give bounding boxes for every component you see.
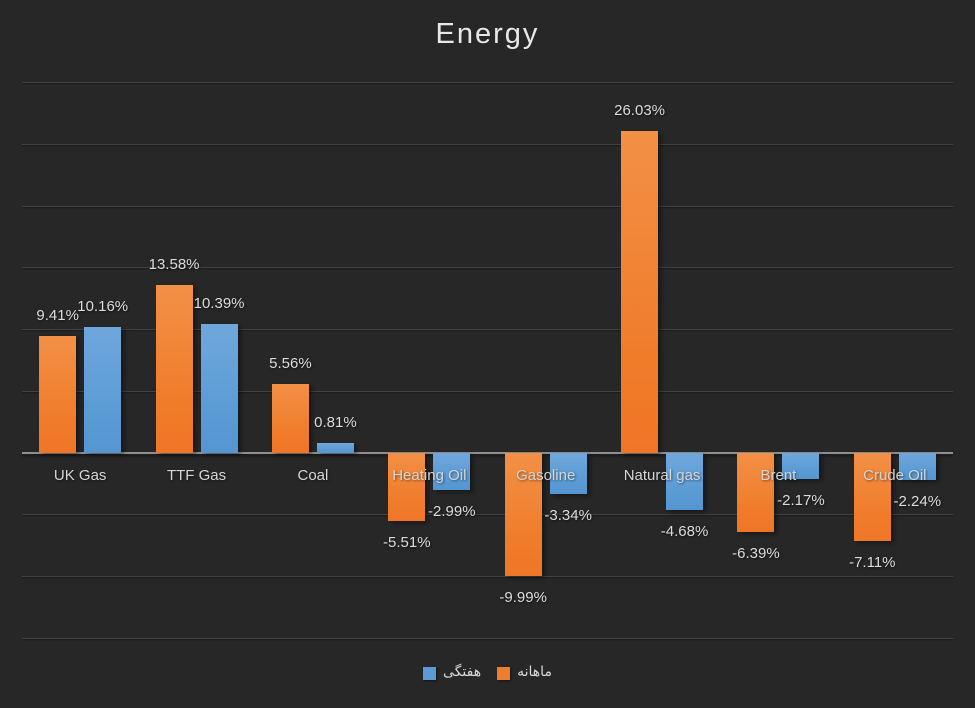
- data-label: 10.39%: [193, 295, 245, 313]
- data-label: -2.99%: [428, 502, 476, 520]
- data-label: -6.39%: [732, 544, 780, 562]
- gridline: [22, 82, 953, 83]
- bar-monthly-ttf-gas[interactable]: [155, 284, 193, 453]
- category-label-gasoline: Gasoline: [516, 466, 576, 484]
- data-label: 26.03%: [614, 102, 665, 120]
- bar-weekly-uk-gas[interactable]: [84, 327, 122, 453]
- gridline: [22, 514, 953, 516]
- gridline: [22, 267, 953, 269]
- bar-weekly-coal[interactable]: [316, 442, 354, 453]
- category-label-natural-gas: Natural gas: [623, 466, 701, 484]
- chart-title[interactable]: Energy: [435, 18, 540, 50]
- data-label: 9.41%: [36, 307, 79, 325]
- data-label: -3.34%: [544, 506, 592, 524]
- data-label: -5.51%: [383, 533, 431, 551]
- legend-swatch-icon: [497, 667, 511, 680]
- data-label: 0.81%: [314, 413, 357, 431]
- bar-weekly-crude-oil[interactable]: [898, 452, 936, 481]
- legend-label: هفتگی: [443, 663, 482, 680]
- data-label: 10.16%: [77, 298, 129, 316]
- category-label-ttf-gas: TTF Gas: [166, 466, 227, 484]
- data-label: -2.24%: [893, 493, 942, 511]
- bar-monthly-heating-oil[interactable]: [388, 452, 426, 521]
- category-label-uk-gas: UK Gas: [53, 466, 107, 484]
- category-label-heating-oil: Heating Oil: [392, 466, 467, 484]
- category-label-coal: Coal: [297, 466, 329, 484]
- bar-weekly-heating-oil[interactable]: [433, 452, 471, 490]
- bar-monthly-coal[interactable]: [271, 383, 309, 453]
- data-label: -7.11%: [849, 553, 896, 571]
- data-label: -2.17%: [777, 492, 825, 510]
- bar-monthly-gasoline[interactable]: [504, 452, 542, 577]
- bar-weekly-brent[interactable]: [782, 452, 820, 480]
- bar-monthly-brent[interactable]: [737, 452, 775, 532]
- data-label: -9.99%: [499, 589, 547, 607]
- gridline: [22, 205, 953, 207]
- category-label-crude-oil: Crude Oil: [863, 466, 927, 484]
- gridline: [22, 143, 953, 145]
- gridline: [22, 329, 953, 331]
- legend-item[interactable]: ماهانه: [497, 663, 552, 680]
- data-label: -4.68%: [660, 523, 709, 541]
- bar-weekly-ttf-gas[interactable]: [200, 324, 238, 453]
- legend-swatch-icon: [423, 667, 437, 680]
- legend: هفتگی ماهانه: [0, 663, 975, 680]
- bar-monthly-crude-oil[interactable]: [853, 452, 891, 541]
- gridline: [22, 390, 953, 392]
- gridline: [22, 576, 953, 578]
- data-label: 5.56%: [269, 354, 312, 372]
- bar-monthly-uk-gas[interactable]: [39, 336, 77, 453]
- category-label-brent: Brent: [760, 466, 797, 484]
- bar-weekly-gasoline[interactable]: [549, 452, 587, 494]
- gridline: [22, 638, 953, 639]
- bar-monthly-natural-gas[interactable]: [621, 131, 659, 453]
- bar-weekly-natural-gas[interactable]: [666, 452, 704, 511]
- x-axis-line: [22, 451, 953, 454]
- data-label: 13.58%: [148, 255, 200, 273]
- legend-label: ماهانه: [517, 663, 552, 680]
- legend-item[interactable]: هفتگی: [423, 663, 481, 680]
